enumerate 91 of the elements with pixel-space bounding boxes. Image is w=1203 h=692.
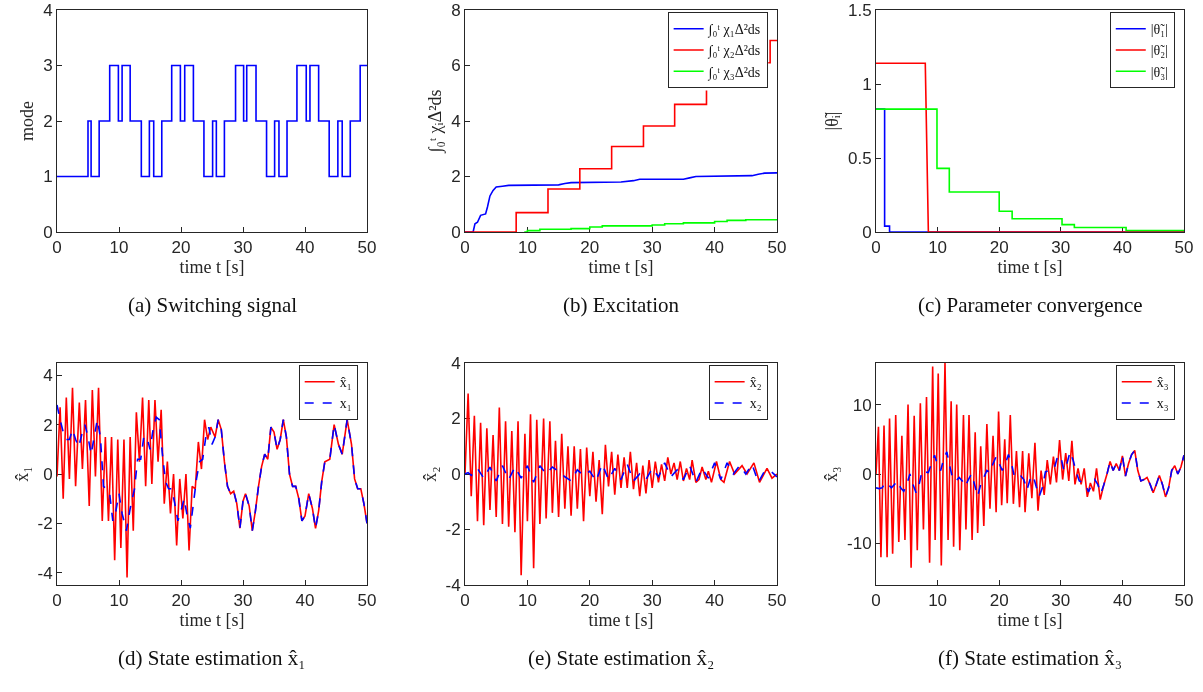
y-tick-label: 4 [43,366,53,386]
y-tick-label: 2 [451,167,461,187]
y-tick-label: 0.5 [847,148,872,168]
text: (c) Parameter convergence [918,293,1143,317]
x-tick-label: 50 [767,591,787,611]
x-tick-label: 10 [109,591,129,611]
legend-label: |θ̃₁| [1150,22,1168,38]
x-tick-label: 30 [1051,238,1071,258]
legend-label: x₃ [1156,396,1169,412]
y-tick-label: -2 [37,514,53,534]
x-tick-label: 20 [580,238,600,258]
y-tick-label: 0 [451,464,461,484]
x-tick-label: 40 [1112,238,1132,258]
line-series [876,449,1184,498]
y-tick-label: 2 [451,409,461,429]
x-axis-title: time t [s] [997,257,1063,278]
y-tick-label: 4 [451,353,461,373]
y-tick-label: 1 [862,74,872,94]
y-tick-label: 2 [43,415,53,435]
x-tick-label: 30 [642,591,662,611]
x-tick-label: 50 [767,238,787,258]
legend-label: x̂₁ [339,375,352,391]
y-tick-label: -2 [445,520,461,540]
y-tick-label: 4 [451,111,461,131]
y-axis-title: |θ̃ᵢ| [822,111,843,131]
x-tick-label: 20 [171,591,191,611]
legend-label: ∫₀ᵗ χ₂Δ²ds [707,43,761,60]
y-tick-label: -4 [445,575,461,595]
x-axis-title: time t [s] [588,257,654,278]
x-tick-label: 10 [928,591,948,611]
x-tick-label: 30 [1051,591,1071,611]
x-tick-label: 20 [580,591,600,611]
y-axis-title: x̂₁ [11,466,32,482]
y-axis-title: ∫₀ᵗ χᵢΔ²ds [425,89,447,154]
y-axis-title: x̂₂ [419,466,440,482]
y-tick-label: 0 [862,222,872,242]
x-tick-label: 30 [642,238,662,258]
text: (d) State estimation x̂₁ [118,646,306,670]
legend-label: ∫₀ᵗ χ₃Δ²ds [707,64,761,81]
legend-label: x₁ [339,396,352,412]
y-tick-label: -4 [37,563,53,583]
x-tick-label: 10 [928,238,948,258]
y-tick-label: 8 [451,0,461,20]
y-tick-label: 3 [43,56,53,76]
x-tick-label: 40 [295,238,315,258]
x-axis-title: time t [s] [588,610,654,631]
y-tick-label: 1.5 [847,0,872,20]
legend-label: x₂ [749,396,762,412]
x-tick-label: 50 [357,591,377,611]
text: (f) State estimation x̂₃ [938,646,1123,670]
line-series [465,462,777,484]
y-tick-label: -10 [847,534,872,554]
y-tick-label: 1 [43,167,53,187]
x-tick-label: 10 [109,238,129,258]
x-tick-label: 50 [357,238,377,258]
line-series [465,392,777,577]
x-tick-label: 40 [295,591,315,611]
text: (a) Switching signal [128,293,298,317]
line-series [876,363,1184,569]
x-axis-title: time t [s] [179,610,245,631]
x-tick-label: 40 [1112,591,1132,611]
y-tick-label: 10 [852,395,872,415]
legend-label: ∫₀ᵗ χ₁Δ²ds [707,22,761,39]
y-tick-label: 2 [43,111,53,131]
y-tick-label: 4 [43,0,53,20]
legend-label: x̂₂ [749,375,762,391]
legend-label: x̂₃ [1156,375,1169,391]
x-tick-label: 50 [1174,238,1194,258]
x-tick-label: 20 [989,591,1009,611]
x-tick-label: 20 [171,238,191,258]
x-tick-label: 40 [705,591,725,611]
y-tick-label: 0 [862,464,872,484]
x-tick-label: 20 [989,238,1009,258]
y-tick-label: 6 [451,56,461,76]
y-tick-label: 0 [43,464,53,484]
y-axis-title: mode [17,101,38,141]
x-tick-label: 40 [705,238,725,258]
x-axis-title: time t [s] [997,610,1063,631]
x-tick-label: 30 [233,238,253,258]
legend-label: |θ̃₂| [1150,43,1168,59]
x-tick-label: 30 [233,591,253,611]
x-tick-label: 10 [517,591,537,611]
text: (e) State estimation x̂₂ [528,646,715,670]
x-tick-label: 10 [517,238,537,258]
y-axis-title: x̂₃ [821,466,842,482]
x-axis-title: time t [s] [179,257,245,278]
y-tick-label: 0 [451,222,461,242]
text: (b) Excitation [563,293,680,317]
legend-label: |θ̃₃| [1150,64,1168,80]
y-tick-label: 0 [43,222,53,242]
x-tick-label: 50 [1174,591,1194,611]
